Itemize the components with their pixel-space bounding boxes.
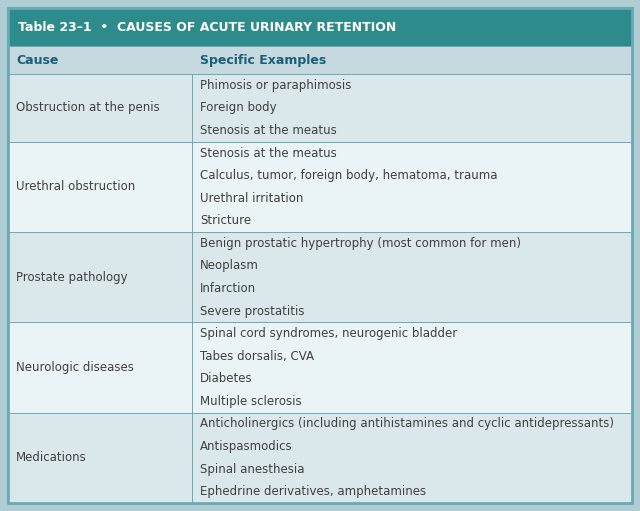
FancyBboxPatch shape [8,8,632,503]
Text: Urethral irritation: Urethral irritation [200,192,303,205]
FancyBboxPatch shape [8,322,632,413]
FancyBboxPatch shape [8,8,632,46]
Text: Stenosis at the meatus: Stenosis at the meatus [200,147,337,159]
Text: Specific Examples: Specific Examples [200,54,326,66]
Text: Tabes dorsalis, CVA: Tabes dorsalis, CVA [200,350,314,363]
FancyBboxPatch shape [8,413,632,503]
FancyBboxPatch shape [8,232,632,322]
FancyBboxPatch shape [8,74,632,142]
Text: Calculus, tumor, foreign body, hematoma, trauma: Calculus, tumor, foreign body, hematoma,… [200,169,497,182]
Text: Obstruction at the penis: Obstruction at the penis [16,101,160,114]
Text: Severe prostatitis: Severe prostatitis [200,305,305,317]
Text: Infarction: Infarction [200,282,256,295]
Text: Stricture: Stricture [200,214,252,227]
Text: Prostate pathology: Prostate pathology [16,271,127,284]
FancyBboxPatch shape [8,46,632,74]
Text: Urethral obstruction: Urethral obstruction [16,180,135,193]
Text: Anticholinergics (including antihistamines and cyclic antidepressants): Anticholinergics (including antihistamin… [200,417,614,430]
Text: Diabetes: Diabetes [200,373,253,385]
Text: Multiple sclerosis: Multiple sclerosis [200,395,301,408]
Text: Stenosis at the meatus: Stenosis at the meatus [200,124,337,137]
FancyBboxPatch shape [8,142,632,232]
Text: Phimosis or paraphimosis: Phimosis or paraphimosis [200,79,351,92]
Text: Antispasmodics: Antispasmodics [200,440,292,453]
Text: Table 23–1  •  CAUSES OF ACUTE URINARY RETENTION: Table 23–1 • CAUSES OF ACUTE URINARY RET… [18,20,396,34]
Text: Neoplasm: Neoplasm [200,260,259,272]
Text: Foreign body: Foreign body [200,101,276,114]
Text: Spinal cord syndromes, neurogenic bladder: Spinal cord syndromes, neurogenic bladde… [200,327,458,340]
Text: Neurologic diseases: Neurologic diseases [16,361,134,374]
Text: Benign prostatic hypertrophy (most common for men): Benign prostatic hypertrophy (most commo… [200,237,521,250]
Text: Ephedrine derivatives, amphetamines: Ephedrine derivatives, amphetamines [200,485,426,498]
Text: Medications: Medications [16,451,87,464]
Text: Cause: Cause [16,54,58,66]
Text: Spinal anesthesia: Spinal anesthesia [200,462,305,476]
